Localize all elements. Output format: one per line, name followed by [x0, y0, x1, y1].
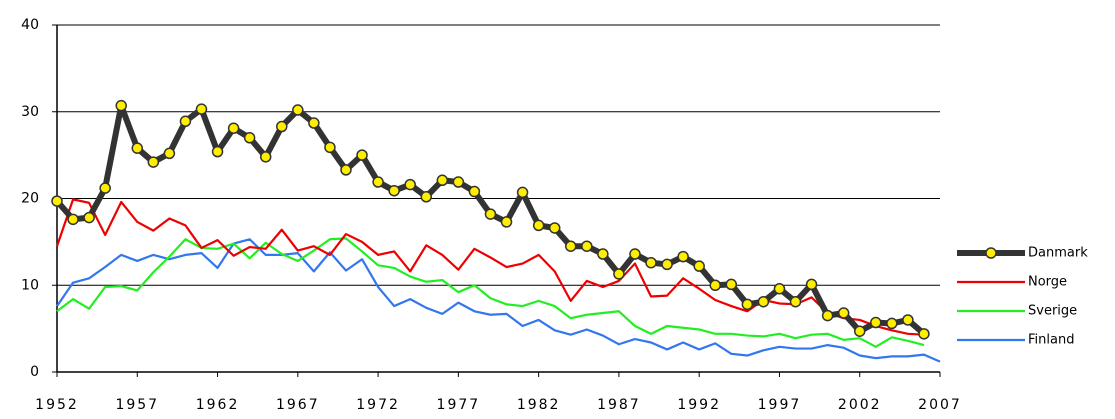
x-tick-label: 1997 — [758, 397, 802, 413]
data-point — [259, 151, 272, 163]
legend-label: Sverige — [1028, 304, 1077, 319]
data-point — [581, 240, 593, 252]
data-point — [195, 103, 208, 115]
data-point — [516, 186, 529, 199]
data-point — [902, 314, 914, 326]
data-point — [564, 240, 577, 252]
data-point — [597, 248, 609, 260]
data-point — [918, 328, 930, 340]
data-point — [757, 295, 770, 308]
data-point — [886, 317, 898, 330]
data-point — [837, 307, 850, 319]
x-tick-label: 1982 — [517, 397, 561, 413]
data-point — [99, 182, 111, 194]
data-point — [163, 147, 176, 160]
data-point — [436, 174, 449, 187]
x-tick-label: 1962 — [196, 397, 240, 413]
data-point — [51, 195, 63, 207]
data-point — [179, 115, 192, 128]
data-point — [211, 145, 224, 158]
data-point — [484, 208, 497, 220]
data-point — [452, 176, 465, 188]
x-tick-label: 1952 — [35, 397, 79, 413]
data-point — [243, 132, 256, 144]
data-point — [420, 191, 433, 203]
data-point — [693, 260, 705, 272]
data-point — [276, 120, 288, 133]
data-point — [677, 250, 689, 263]
x-tick-label: 2002 — [838, 397, 882, 413]
legend-label: Finland — [1028, 333, 1074, 348]
legend: Danmark Norge Sverige Finland — [957, 246, 1088, 348]
data-point — [613, 268, 625, 280]
data-point — [404, 178, 416, 191]
y-tick-label: 40 — [21, 17, 39, 33]
y-tick-label: 10 — [21, 277, 39, 293]
data-point — [324, 141, 336, 154]
data-point — [115, 99, 127, 112]
data-point — [468, 185, 481, 198]
legend-label: Norge — [1028, 275, 1067, 290]
data-point — [773, 282, 786, 295]
x-tick-label: 1992 — [677, 397, 721, 413]
data-point — [356, 149, 368, 161]
data-point — [83, 211, 95, 224]
data-point — [725, 278, 738, 291]
legend-marker — [985, 247, 997, 259]
x-tick-label: 1957 — [115, 397, 159, 413]
x-tick-label: 1972 — [356, 397, 400, 413]
data-point — [308, 117, 320, 129]
series-line — [55, 198, 925, 336]
data-point — [661, 258, 673, 271]
x-tick-label: 1967 — [276, 397, 320, 413]
data-point — [500, 216, 513, 228]
data-point — [340, 164, 352, 176]
y-tick-label: 30 — [21, 104, 39, 120]
data-point — [147, 156, 160, 168]
legend-label: Danmark — [1028, 246, 1088, 261]
data-point — [645, 256, 657, 269]
data-point — [388, 184, 400, 197]
x-tick-label: 1977 — [437, 397, 481, 413]
data-point — [870, 316, 882, 329]
data-point — [821, 309, 834, 322]
data-point — [709, 279, 721, 291]
data-point — [805, 278, 818, 291]
data-point — [629, 248, 641, 260]
data-point — [853, 325, 866, 337]
data-point — [292, 104, 304, 116]
data-point — [789, 295, 802, 308]
data-point — [67, 213, 79, 226]
x-tick-label: 1987 — [597, 397, 641, 413]
data-point — [372, 176, 384, 188]
data-point — [131, 142, 144, 154]
data-point — [227, 122, 240, 134]
data-point — [548, 222, 561, 234]
y-tick-label: 20 — [21, 191, 39, 207]
x-tick-label: 2007 — [918, 397, 962, 413]
y-tick-label: 0 — [30, 364, 39, 380]
data-point — [741, 298, 754, 311]
series-line — [56, 238, 941, 363]
data-point — [532, 219, 545, 232]
